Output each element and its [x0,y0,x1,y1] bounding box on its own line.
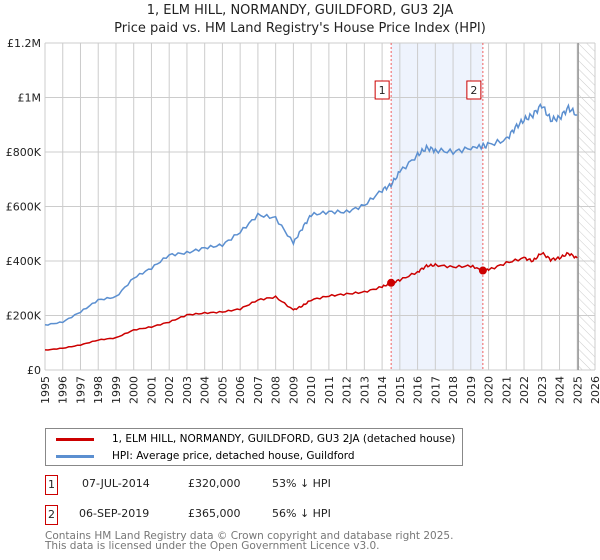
y-tick-label: £600K [6,201,42,214]
x-tick-label: 2018 [447,376,460,404]
x-tick-label: 1995 [39,376,52,404]
x-tick-label: 2013 [358,376,371,404]
x-tick-label: 2002 [163,376,176,404]
y-tick-label: £400K [6,255,42,268]
footer: Contains HM Land Registry data © Crown c… [45,530,454,552]
x-tick-label: 2009 [287,376,300,404]
legend-item-property: 1, ELM HILL, NORMANDY, GUILDFORD, GU3 2J… [56,433,455,445]
x-tick-label: 2014 [376,376,389,404]
x-tick-label: 1996 [57,376,70,404]
sale-date: 07-JUL-2014 [82,477,150,490]
chart-title: 1, ELM HILL, NORMANDY, GUILDFORD, GU3 2J… [146,3,454,18]
y-tick-label: £1M [18,92,42,105]
x-tick-label: 1999 [110,376,123,404]
sale-row-2: 2 06-SEP-2019 £365,000 56% ↓ HPI [45,505,445,525]
x-tick-label: 2022 [518,376,531,404]
y-tick-label: £200K [6,310,42,323]
sale-label-box [374,80,390,100]
x-tick-label: 2004 [199,376,212,404]
x-tick-label: 2025 [571,376,584,404]
legend-label: 1, ELM HILL, NORMANDY, GUILDFORD, GU3 2J… [112,433,456,445]
sale-point [478,266,487,275]
sale-price: £365,000 [188,507,241,520]
footer-line: This data is licensed under the Open Gov… [45,540,380,552]
x-tick-label: 2016 [412,376,425,404]
x-tick-label: 2001 [145,376,158,404]
x-tick-label: 2017 [429,376,442,404]
x-tick-label: 1997 [74,376,87,404]
price-chart: 1995 1996 1997 1998 1999 2000 2001 2002 2003 2004… [6,37,600,404]
x-tick-label: 2020 [483,376,496,404]
sale-point [387,278,396,287]
x-tick-label: 1998 [92,376,105,404]
hpi-line [44,102,578,326]
x-tick-label: 2008 [270,376,283,404]
x-tick-label: 2019 [465,376,478,404]
property-price-line [44,251,578,351]
x-tick-label: 2000 [128,376,141,404]
legend: 1, ELM HILL, NORMANDY, GUILDFORD, GU3 2J… [45,428,463,466]
sale-price: £320,000 [188,477,241,490]
sale-label: 2 [470,84,477,97]
x-tick-label: 2006 [234,376,247,404]
legend-swatch-red [56,437,94,441]
sale-hpi-diff: 56% ↓ HPI [272,507,331,520]
x-tick-label: 2015 [394,376,407,404]
x-tick-label: 2003 [181,376,194,404]
x-tick-label: 2005 [216,376,229,404]
footer-line: Contains HM Land Registry data © Crown c… [45,530,454,542]
legend-swatch-blue [56,454,94,458]
y-tick-label: £1.2M [7,37,41,50]
x-tick-label: 2007 [252,376,265,404]
legend-label: HPI: Average price, detached house, Guil… [112,450,355,462]
x-tick-label: 2012 [341,376,354,404]
sale-label-box [466,80,482,100]
x-tick-label: 2011 [323,376,336,404]
chart-subtitle: Price paid vs. HM Land Registry's House … [114,21,486,36]
legend-item-hpi: HPI: Average price, detached house, Guil… [56,450,355,462]
x-tick-label: 2023 [536,376,549,404]
y-tick-label: £0 [27,364,41,377]
sale-row-1: 1 07-JUL-2014 £320,000 53% ↓ HPI [45,475,445,495]
y-tick-label: £800K [6,146,42,159]
sale-date: 06-SEP-2019 [79,507,150,520]
x-tick-label: 2021 [500,376,513,404]
sale-marker-label: 2 [45,505,58,525]
x-tick-label: 2026 [589,376,600,404]
x-tick-label: 2010 [305,376,318,404]
sale-marker-label: 1 [45,475,58,495]
x-tick-label: 2024 [554,376,567,404]
sale-hpi-diff: 53% ↓ HPI [272,477,331,490]
sale-label: 1 [379,84,386,97]
